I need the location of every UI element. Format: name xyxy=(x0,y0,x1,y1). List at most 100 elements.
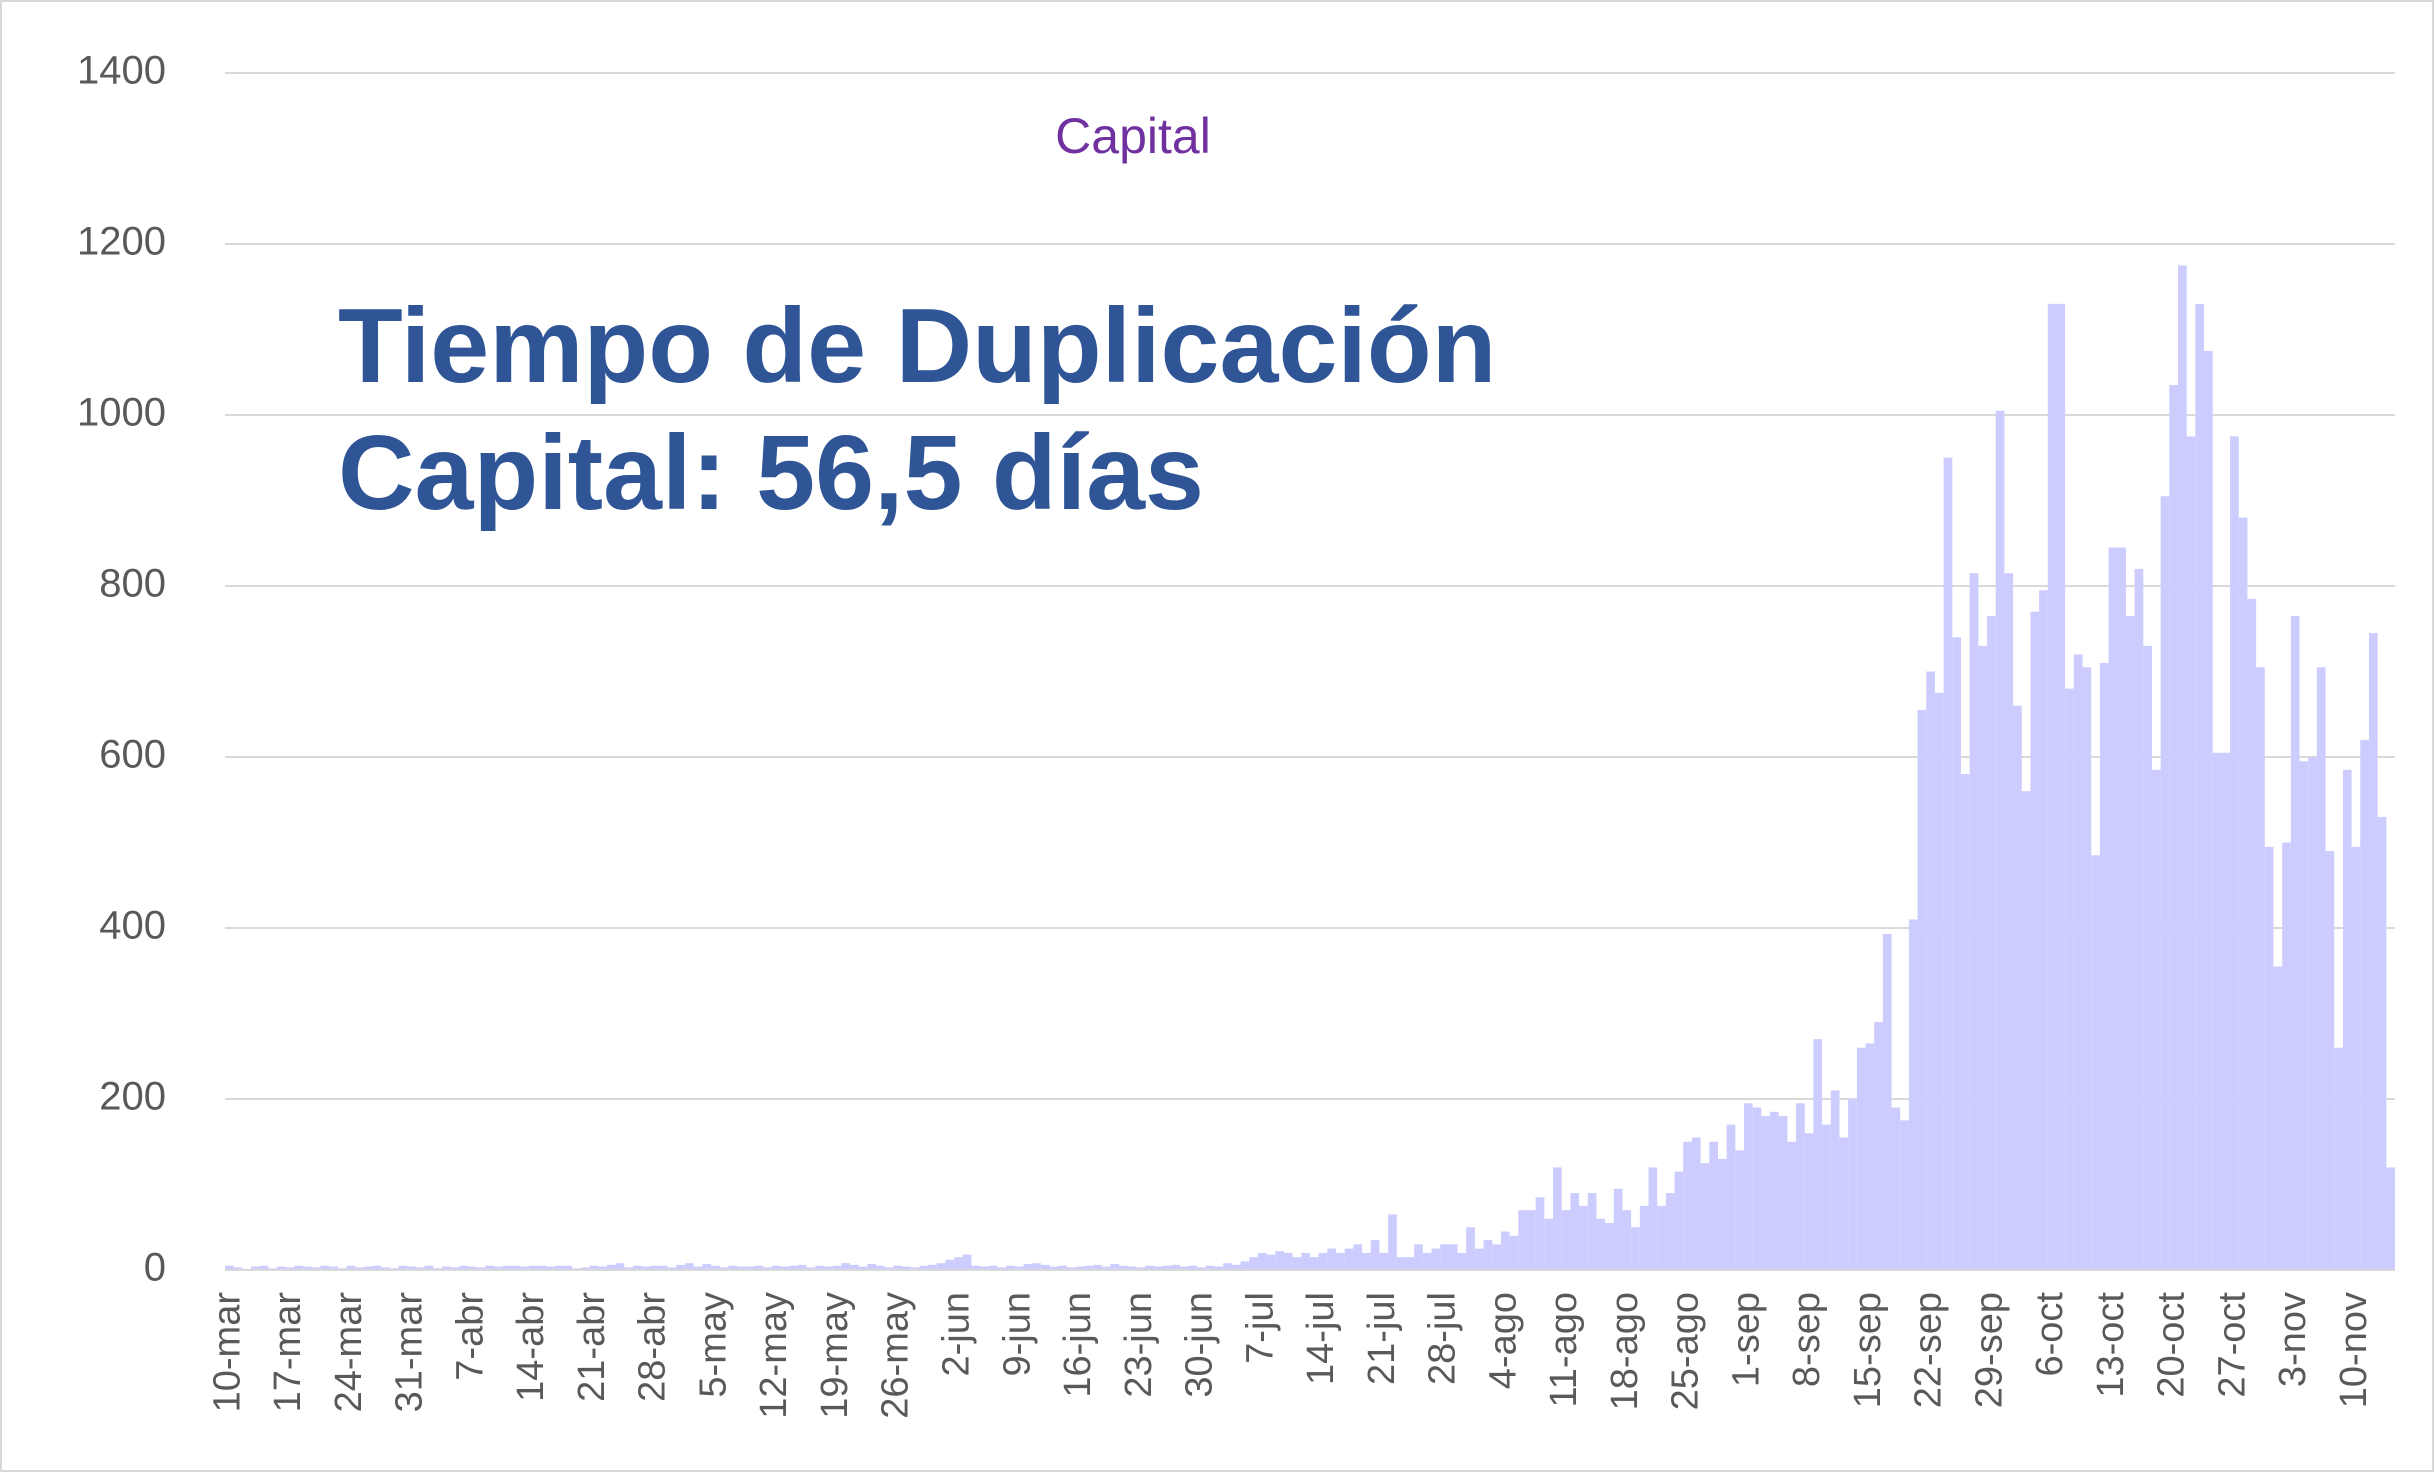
bar xyxy=(2117,547,2126,1270)
bar xyxy=(954,1257,963,1270)
x-tick-label: 26-may xyxy=(875,1292,917,1419)
bar xyxy=(502,1265,512,1270)
x-tick-label: 28-jul xyxy=(1422,1292,1464,1385)
bar xyxy=(2099,662,2109,1270)
bar xyxy=(372,1265,382,1270)
bar xyxy=(1934,692,1944,1270)
x-tick-label: 11-ago xyxy=(1543,1292,1585,1408)
bar xyxy=(1787,1141,1797,1270)
bar xyxy=(1153,1266,1163,1270)
bar xyxy=(624,1267,633,1270)
bar xyxy=(962,1254,972,1270)
bar xyxy=(1553,1167,1562,1270)
bar xyxy=(1908,919,1918,1270)
bar xyxy=(329,1266,338,1270)
bar xyxy=(832,1265,842,1270)
bar xyxy=(476,1267,486,1270)
bar xyxy=(1830,1090,1840,1270)
bar xyxy=(2230,436,2239,1270)
x-tick-label: 30-jun xyxy=(1179,1292,1221,1398)
bar xyxy=(1804,1133,1814,1270)
bar xyxy=(1778,1116,1788,1270)
bar xyxy=(1952,637,1961,1270)
bar xyxy=(1648,1167,1658,1270)
x-tick-label: 6-oct xyxy=(2029,1292,2071,1377)
bar xyxy=(1344,1248,1354,1270)
bar xyxy=(2360,739,2369,1270)
bar xyxy=(1882,933,1892,1270)
bar xyxy=(2290,615,2300,1270)
bar xyxy=(2047,303,2057,1271)
bar xyxy=(1093,1264,1102,1270)
chart-title: Capital xyxy=(1055,108,1211,164)
bar xyxy=(2316,667,2326,1270)
bar xyxy=(1744,1103,1753,1270)
bar xyxy=(1492,1244,1501,1270)
bar xyxy=(1917,709,1927,1270)
bar xyxy=(528,1265,538,1270)
bar xyxy=(2125,615,2135,1270)
bar xyxy=(659,1265,668,1270)
bar xyxy=(1726,1124,1736,1270)
bar xyxy=(1674,1171,1684,1270)
bar xyxy=(563,1265,573,1270)
bar xyxy=(1848,1099,1857,1270)
bar xyxy=(2039,590,2048,1270)
bar xyxy=(2247,598,2257,1270)
bar xyxy=(225,1265,234,1270)
bar xyxy=(1422,1252,1432,1270)
bar xyxy=(667,1267,677,1270)
bar xyxy=(2195,303,2205,1271)
bar xyxy=(2134,568,2144,1270)
bar xyxy=(346,1265,356,1270)
x-tick-label: 15-sep xyxy=(1847,1292,1889,1408)
bar xyxy=(1900,1120,1909,1270)
bar xyxy=(1032,1263,1041,1270)
bar xyxy=(841,1263,850,1270)
bar xyxy=(398,1265,408,1270)
bar xyxy=(2299,761,2309,1270)
bar xyxy=(754,1265,764,1270)
bar xyxy=(2351,846,2361,1270)
x-tick-label: 1-sep xyxy=(1725,1292,1767,1387)
bar xyxy=(2386,1167,2395,1270)
bar xyxy=(676,1264,686,1270)
bar xyxy=(1596,1218,1606,1270)
bar xyxy=(294,1265,304,1270)
x-tick-label: 10-nov xyxy=(2333,1292,2375,1408)
x-tick-label: 7-abr xyxy=(449,1292,491,1381)
bar xyxy=(1527,1210,1536,1270)
bar xyxy=(363,1266,373,1270)
bar xyxy=(589,1265,599,1270)
bar xyxy=(1414,1244,1423,1270)
bar xyxy=(1257,1252,1267,1270)
bar xyxy=(2091,855,2100,1270)
bar xyxy=(1700,1163,1710,1270)
bar xyxy=(1431,1248,1441,1270)
bar xyxy=(381,1267,390,1270)
y-tick-label: 1000 xyxy=(77,391,166,435)
bar xyxy=(1440,1244,1449,1270)
bar xyxy=(997,1267,1007,1270)
bar xyxy=(2212,752,2222,1270)
bar xyxy=(858,1266,868,1270)
bar xyxy=(233,1267,243,1270)
bar xyxy=(945,1259,955,1270)
bar xyxy=(719,1267,729,1270)
bar xyxy=(1874,1022,1883,1270)
y-tick-label: 800 xyxy=(99,562,166,606)
bar xyxy=(2108,547,2118,1270)
bar xyxy=(893,1265,903,1270)
bar xyxy=(1639,1205,1649,1270)
bar xyxy=(2160,496,2170,1271)
bar xyxy=(1717,1158,1727,1270)
bar xyxy=(1622,1210,1632,1270)
bar xyxy=(711,1265,720,1270)
bar xyxy=(450,1267,460,1270)
bar xyxy=(1049,1266,1059,1270)
bar xyxy=(1865,1043,1875,1270)
bar xyxy=(1474,1248,1484,1270)
x-tick-label: 21-jul xyxy=(1361,1292,1403,1385)
bar xyxy=(407,1266,416,1270)
bar xyxy=(355,1267,364,1270)
